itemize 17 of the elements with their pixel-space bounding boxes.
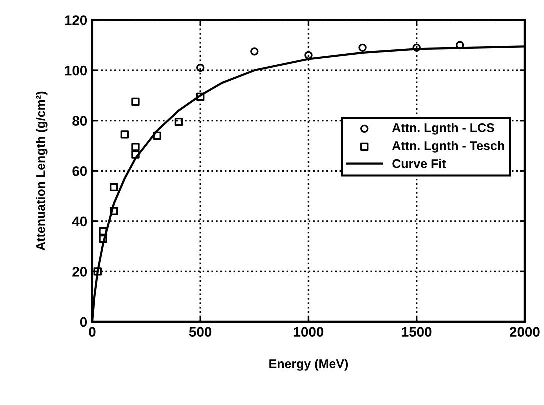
y-tick-label: 0 [80,317,88,328]
y-tick-label: 120 [65,16,88,26]
y-tick-label: 40 [72,216,88,227]
y-tick-label: 80 [72,116,88,126]
legend-label: Curve Fit [392,159,446,168]
x-tick-label: 1000 [294,327,324,338]
legend-label: Attn. Lgnth - Tesch [392,141,504,153]
y-tick-label: 100 [65,66,88,76]
legend-label: Attn. Lgnth - LCS [392,123,494,135]
x-tick-label: 500 [189,327,212,338]
x-tick-label: 1500 [402,327,432,338]
y-tick-label: 60 [72,166,88,176]
x-tick-label: 0 [89,327,96,338]
y-tick-label: 20 [72,267,88,277]
y-axis-title: Attenuation Length (g/cm²) [36,92,48,251]
x-tick-label: 2000 [510,327,540,338]
x-axis-title: Energy (MeV) [270,359,348,371]
